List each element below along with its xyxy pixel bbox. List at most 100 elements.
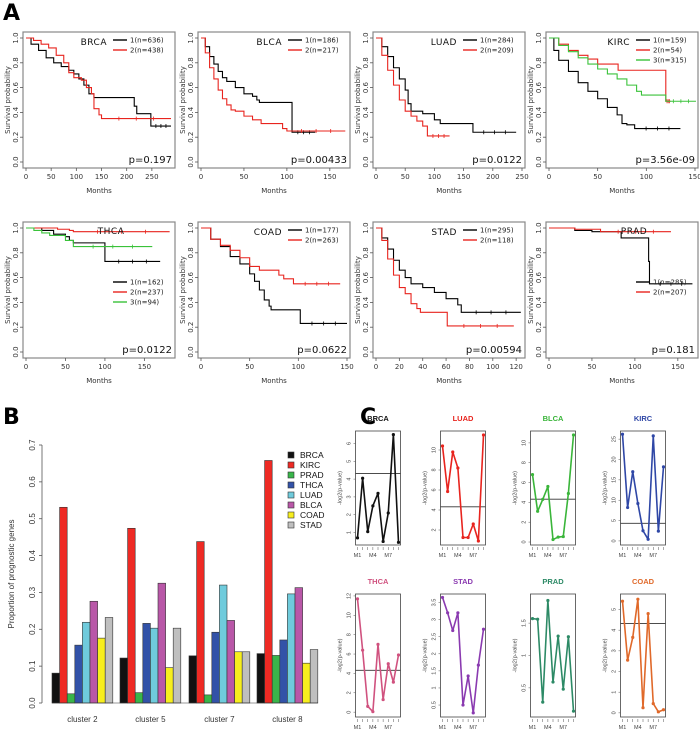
km-curve-2: [26, 227, 170, 233]
y-tick-label: 0.6: [12, 81, 20, 93]
data-point-m8: [476, 539, 480, 543]
x-axis-label: Months: [609, 377, 635, 385]
legend-label: PRAD: [300, 470, 324, 480]
y-axis-label: Survival probability: [354, 256, 362, 324]
bar-prad: [203, 694, 213, 704]
p-value-label: p=0.0122: [122, 345, 172, 356]
y-tick-label: 1.0: [535, 32, 543, 43]
bar-coad: [97, 637, 106, 704]
data-point-m3: [541, 497, 545, 501]
y-tick-label: 0.8: [362, 247, 370, 258]
data-point-m4: [456, 611, 460, 615]
y-tick-label: 0: [347, 711, 353, 714]
x-tick-label: M1: [619, 725, 627, 731]
y-tick-label: 2.5: [432, 633, 438, 641]
plot-frame: [355, 593, 401, 718]
legend-swatch: [287, 521, 295, 529]
data-point-m6: [646, 612, 650, 616]
x-tick-label: 50: [245, 363, 254, 371]
line-plot-kirc: KIRC 0 5 10 15 20 25 -log2(p-value) M1 M4 M7: [603, 414, 666, 559]
x-tick-label: M4: [369, 553, 377, 559]
y-tick-label: 0.4: [362, 106, 370, 118]
data-point-m2: [626, 658, 630, 662]
y-tick-label: 3: [432, 618, 438, 621]
y-axis-label: Survival probability: [527, 256, 535, 324]
y-tick-label: 0.5: [522, 684, 528, 692]
data-point-m6: [466, 535, 470, 540]
y-tick-label: 0.0: [362, 346, 370, 357]
km-curve-1: [201, 37, 316, 133]
y-tick-label: 4: [347, 478, 353, 481]
data-point-m2: [361, 476, 365, 480]
x-tick-label: 0: [199, 173, 203, 181]
y-tick-label: 8: [432, 468, 438, 471]
km-curve-1: [26, 227, 161, 263]
bar-luad: [287, 593, 296, 704]
y-tick-label: 0.6: [535, 81, 543, 93]
bar-group-cluster-8: cluster 8: [256, 460, 319, 724]
data-point-m5: [461, 703, 465, 707]
plot-frame: [530, 593, 576, 718]
y-tick-label: 5: [612, 519, 618, 522]
x-tick-label: M1: [619, 553, 627, 559]
km-curve-1: [549, 227, 693, 285]
y-tick-label: 3: [347, 495, 353, 498]
y-tick-label: 5: [347, 460, 353, 463]
y-tick-label: 1: [612, 691, 618, 694]
y-axis-label: -log2(p-value): [423, 471, 429, 505]
y-axis-label: Survival probability: [179, 256, 187, 324]
bar-prad: [66, 693, 76, 704]
x-tick-label: M7: [469, 725, 477, 731]
y-tick-label: 0.8: [362, 57, 370, 68]
y-tick-label: 5: [612, 608, 618, 611]
x-tick-label: M4: [634, 553, 642, 559]
x-tick-label: M1: [529, 553, 537, 559]
y-tick-label: 0.8: [535, 57, 543, 68]
y-tick-label: 0.6: [362, 81, 370, 93]
y-axis-label: Proportion of prognostic genes: [7, 520, 16, 629]
line-plot-brca: BRCA 1 2 3 4 5 6 -log2(p-value) M1 M4 M7: [338, 414, 401, 559]
legend-label: BRCA: [300, 450, 324, 460]
y-tick-label: 0.6: [362, 271, 370, 283]
plot-title: STAD: [453, 577, 473, 586]
x-tick-label: 20: [395, 363, 404, 371]
legend-swatch: [287, 501, 295, 509]
bar-stad: [241, 651, 251, 704]
y-tick-label: 4: [432, 508, 438, 511]
bar-blca: [89, 600, 98, 704]
plot-title: BRCA: [81, 38, 108, 48]
y-tick-label: 1.0: [187, 32, 195, 43]
legend-label: 2(n=438): [130, 47, 164, 55]
legend-label: 2(n=54): [653, 47, 682, 55]
data-point-m5: [376, 642, 380, 646]
y-tick-label: 3.5: [432, 599, 438, 607]
x-tick-label: 100: [486, 363, 499, 371]
legend-swatch: [287, 451, 295, 459]
legend-label: 2(n=209): [480, 47, 514, 55]
y-tick-label: 0.0: [535, 346, 543, 357]
line-plot-stad: STAD 0.5 1 1.5 2 2.5 3 3.5 -log2(p-value) M1 M4 M7: [423, 577, 486, 731]
data-point-m9: [481, 433, 486, 437]
x-tick-label: 100: [428, 173, 441, 181]
bar-thca: [142, 623, 151, 704]
p-value-label: p=0.197: [129, 155, 172, 166]
y-tick-label: 2: [522, 521, 528, 524]
y-axis-label: Survival probability: [179, 66, 187, 134]
legend-label: 1(n=284): [480, 37, 514, 45]
y-tick-label: 1.0: [12, 222, 20, 233]
data-point-m1: [530, 473, 535, 477]
y-tick-label: 0: [612, 711, 618, 714]
x-tick-label: M7: [559, 725, 567, 731]
x-tick-label: M4: [544, 725, 552, 731]
km-curve-2: [376, 227, 514, 327]
x-tick-label: 50: [593, 173, 602, 181]
bar-prad: [134, 692, 144, 704]
data-point-m6: [381, 539, 385, 544]
x-tick-label: 80: [465, 363, 474, 371]
x-tick-label: M1: [354, 725, 362, 731]
x-tick-label: M4: [634, 725, 642, 731]
data-point-m3: [541, 700, 545, 704]
data-point-m8: [566, 491, 570, 496]
